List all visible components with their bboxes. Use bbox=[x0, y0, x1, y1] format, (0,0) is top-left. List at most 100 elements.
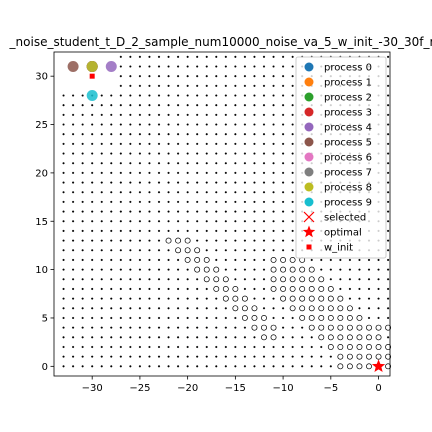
background-dot-marker bbox=[129, 316, 132, 320]
background-open-marker bbox=[346, 334, 353, 341]
legend-marker bbox=[306, 244, 312, 250]
background-open-marker bbox=[232, 295, 239, 302]
background-dot-marker bbox=[129, 287, 132, 291]
background-open-marker bbox=[203, 266, 210, 273]
background-dot-marker bbox=[72, 181, 75, 184]
background-dot-marker bbox=[377, 316, 380, 320]
background-dot-marker bbox=[81, 191, 84, 194]
background-dot-marker bbox=[243, 181, 246, 184]
background-dot-marker bbox=[262, 345, 266, 349]
background-dot-marker bbox=[177, 316, 180, 320]
background-open-marker bbox=[261, 315, 267, 321]
background-dot-marker bbox=[129, 181, 132, 184]
background-dot-marker bbox=[177, 278, 180, 281]
background-dot-marker bbox=[387, 336, 390, 339]
background-dot-marker bbox=[282, 104, 285, 107]
legend-marker bbox=[302, 225, 316, 238]
background-dot-marker bbox=[138, 268, 141, 271]
background-open-marker bbox=[280, 286, 287, 292]
background-dot-marker bbox=[301, 345, 304, 349]
background-open-marker bbox=[366, 353, 372, 360]
background-dot-marker bbox=[224, 210, 227, 213]
background-open-marker bbox=[327, 315, 334, 321]
background-dot-marker bbox=[148, 210, 151, 213]
background-dot-marker bbox=[291, 336, 294, 339]
background-dot-marker bbox=[177, 326, 180, 329]
background-dot-marker bbox=[196, 326, 199, 329]
background-dot-marker bbox=[253, 65, 256, 68]
background-dot-marker bbox=[129, 355, 132, 358]
background-dot-marker bbox=[119, 336, 122, 339]
background-dot-marker bbox=[129, 365, 132, 368]
background-dot-marker bbox=[129, 55, 132, 58]
legend-label: process 1 bbox=[324, 78, 372, 89]
background-dot-marker bbox=[282, 94, 285, 97]
background-open-marker bbox=[203, 276, 210, 283]
background-dot-marker bbox=[81, 152, 84, 155]
background-dot-marker bbox=[138, 345, 141, 349]
background-dot-marker bbox=[119, 133, 122, 136]
legend-marker bbox=[304, 62, 314, 72]
background-dot-marker bbox=[253, 104, 256, 107]
background-dot-marker bbox=[177, 191, 180, 194]
background-dot-marker bbox=[100, 268, 103, 271]
background-dot-marker bbox=[110, 345, 113, 349]
background-dot-marker bbox=[224, 152, 227, 155]
y-tick-label: 10 bbox=[35, 265, 48, 276]
background-open-marker bbox=[318, 334, 325, 341]
background-dot-marker bbox=[129, 307, 132, 310]
background-dot-marker bbox=[272, 239, 275, 242]
background-dot-marker bbox=[81, 297, 84, 300]
background-dot-marker bbox=[62, 133, 65, 136]
background-dot-marker bbox=[291, 84, 294, 87]
background-dot-marker bbox=[138, 75, 141, 78]
background-dot-marker bbox=[129, 220, 132, 223]
background-dot-marker bbox=[205, 84, 208, 87]
background-dot-marker bbox=[119, 113, 122, 116]
background-dot-marker bbox=[243, 65, 246, 68]
background-dot-marker bbox=[100, 210, 103, 213]
background-dot-marker bbox=[205, 200, 208, 203]
background-dot-marker bbox=[253, 249, 256, 252]
background-dot-marker bbox=[129, 123, 132, 126]
background-dot-marker bbox=[72, 142, 75, 145]
background-dot-marker bbox=[310, 365, 313, 368]
background-dot-marker bbox=[177, 123, 180, 126]
background-dot-marker bbox=[177, 84, 180, 87]
background-dot-marker bbox=[234, 239, 237, 242]
background-dot-marker bbox=[110, 133, 113, 136]
background-dot-marker bbox=[100, 133, 103, 136]
background-dot-marker bbox=[119, 171, 122, 174]
background-dot-marker bbox=[234, 365, 237, 368]
background-dot-marker bbox=[358, 258, 361, 261]
background-dot-marker bbox=[186, 181, 189, 184]
background-dot-marker bbox=[224, 355, 227, 358]
background-dot-marker bbox=[234, 268, 237, 271]
background-dot-marker bbox=[186, 287, 189, 291]
background-open-marker bbox=[308, 286, 315, 292]
background-dot-marker bbox=[148, 249, 151, 252]
background-dot-marker bbox=[129, 345, 132, 349]
background-dot-marker bbox=[62, 123, 65, 126]
background-dot-marker bbox=[224, 162, 227, 165]
background-dot-marker bbox=[119, 229, 122, 232]
background-dot-marker bbox=[110, 355, 113, 358]
background-dot-marker bbox=[129, 152, 132, 155]
background-dot-marker bbox=[262, 239, 266, 242]
background-dot-marker bbox=[100, 336, 103, 339]
background-dot-marker bbox=[291, 104, 294, 107]
background-dot-marker bbox=[62, 181, 65, 184]
background-dot-marker bbox=[72, 200, 75, 203]
background-dot-marker bbox=[215, 65, 218, 68]
background-dot-marker bbox=[253, 94, 256, 97]
background-dot-marker bbox=[91, 229, 94, 232]
background-dot-marker bbox=[262, 278, 266, 281]
background-open-marker bbox=[375, 353, 382, 360]
background-dot-marker bbox=[253, 287, 256, 291]
background-dot-marker bbox=[215, 210, 218, 213]
background-dot-marker bbox=[367, 278, 371, 281]
background-dot-marker bbox=[186, 65, 189, 68]
background-dot-marker bbox=[177, 365, 180, 368]
background-open-marker bbox=[232, 286, 239, 292]
background-dot-marker bbox=[100, 181, 103, 184]
